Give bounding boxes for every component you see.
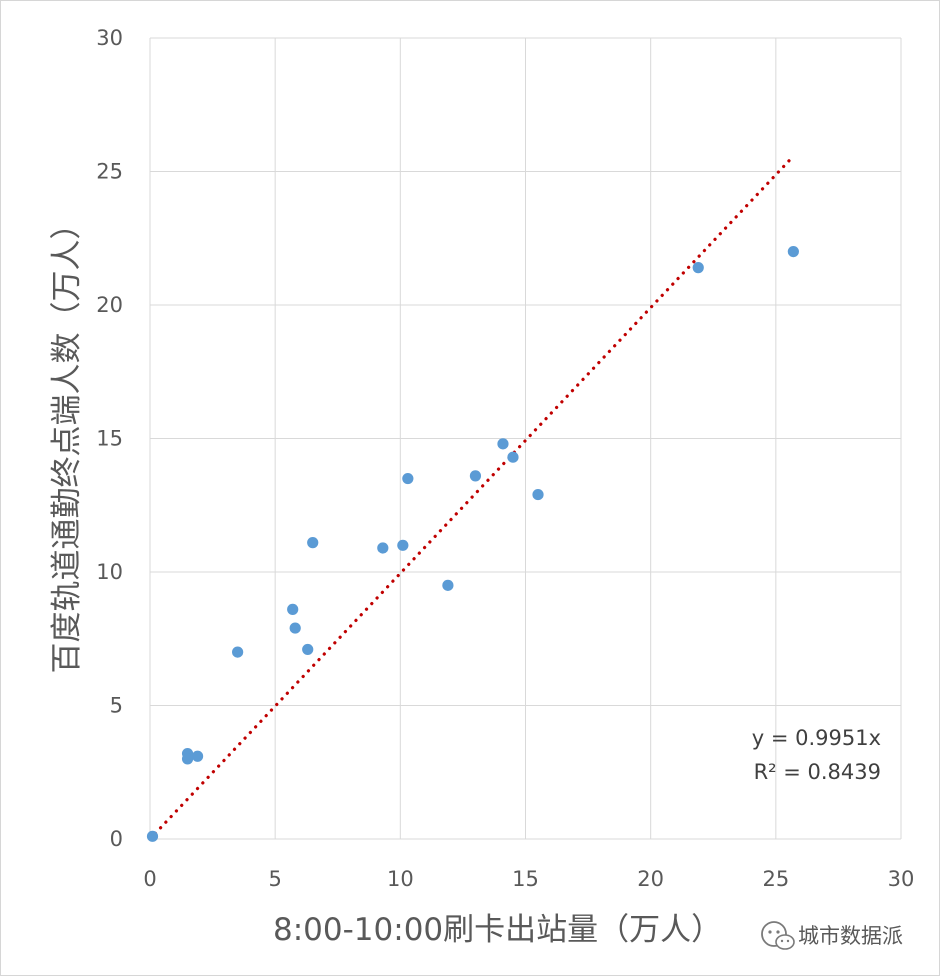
x-axis-title: 8:00-10:00刷卡出站量（万人） xyxy=(273,912,722,948)
x-tick-label: 15 xyxy=(512,867,539,891)
x-tick-label: 25 xyxy=(762,867,789,891)
x-tick-label: 20 xyxy=(637,867,664,891)
equation-label: y = 0.9951x xyxy=(752,726,881,750)
data-point xyxy=(181,753,194,765)
y-axis-title: 百度轨道通勤终点端人数（万人） xyxy=(49,209,85,674)
data-point xyxy=(692,262,704,274)
data-point xyxy=(532,488,544,501)
r-squared-label: R² = 0.8439 xyxy=(754,760,881,784)
data-point xyxy=(397,539,409,551)
data-point xyxy=(146,830,159,842)
data-point xyxy=(289,622,301,634)
y-tick-label: 0 xyxy=(110,827,123,851)
y-tick-label: 20 xyxy=(96,293,123,317)
data-point xyxy=(302,643,314,656)
data-point xyxy=(507,451,519,463)
gridlines xyxy=(149,37,902,840)
trendline xyxy=(148,157,793,841)
watermark-text: 城市数据派 xyxy=(798,924,903,948)
y-tick-label: 5 xyxy=(110,694,123,718)
x-tick-label: 5 xyxy=(268,867,281,891)
y-tick-label: 30 xyxy=(96,26,123,50)
y-tick-label: 15 xyxy=(96,427,123,451)
data-point xyxy=(497,438,509,450)
data-point xyxy=(191,750,204,762)
y-tick-labels: 0 5 10 15 20 25 30 xyxy=(96,26,123,851)
y-tick-label: 25 xyxy=(96,160,123,184)
watermark: 城市数据派 xyxy=(761,921,903,950)
data-point xyxy=(307,537,319,549)
x-tick-label: 30 xyxy=(888,867,915,891)
x-tick-labels: 0 5 10 15 20 25 30 xyxy=(143,867,914,891)
data-point xyxy=(402,472,414,485)
data-point xyxy=(787,246,799,258)
data-point xyxy=(377,542,389,554)
data-point xyxy=(232,646,244,658)
wechat-icon xyxy=(761,921,795,950)
data-point xyxy=(287,603,299,615)
data-points xyxy=(146,246,799,842)
trendline-layer xyxy=(148,157,793,841)
data-point xyxy=(469,470,482,482)
x-tick-label: 10 xyxy=(387,867,414,891)
x-tick-label: 0 xyxy=(143,867,156,891)
data-point xyxy=(442,579,454,591)
y-tick-label: 10 xyxy=(96,560,123,584)
